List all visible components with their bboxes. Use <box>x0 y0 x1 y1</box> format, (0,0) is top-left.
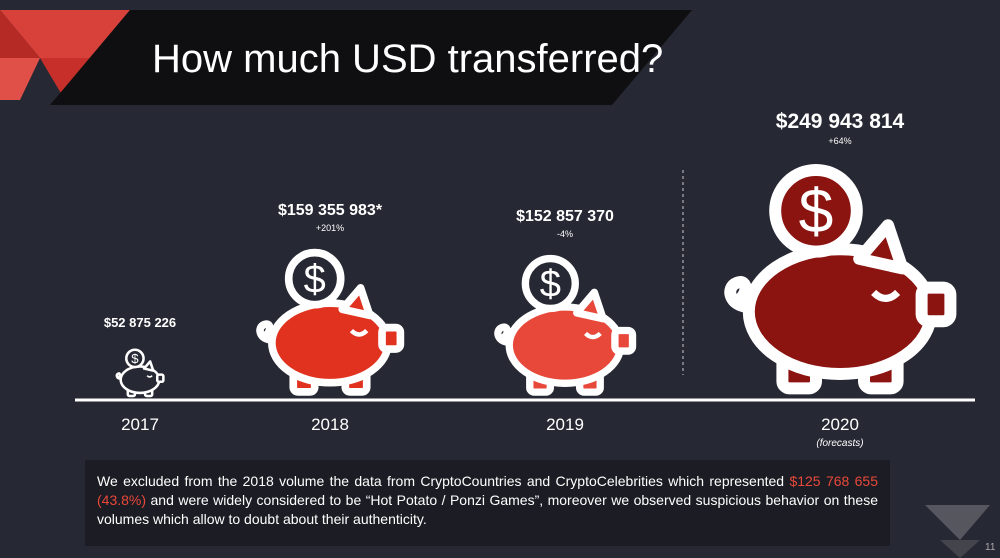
pig-ear <box>853 219 909 275</box>
x-tick-label: 2017 <box>121 415 159 434</box>
title-banner <box>50 10 692 105</box>
footnote: We excluded from the 2018 volume the dat… <box>85 460 890 546</box>
value-label: $152 857 370 <box>516 208 614 225</box>
deco <box>0 10 40 58</box>
deco <box>0 58 40 100</box>
footnote-text: and were widely considered to be “Hot Po… <box>97 492 878 527</box>
coin <box>769 164 863 258</box>
title: How much USD transferred? <box>152 37 663 81</box>
x-tick-label: 2019 <box>546 415 584 434</box>
deco <box>940 540 980 558</box>
pig-ear <box>338 284 374 320</box>
pig-snout <box>155 373 165 384</box>
pig-tail <box>494 323 511 346</box>
pig-snout <box>611 326 637 355</box>
value-label: $52 875 226 <box>104 315 176 330</box>
deco <box>40 58 90 100</box>
pig-tail <box>115 372 122 380</box>
footnote-text: We excluded from the 2018 volume the dat… <box>97 473 790 489</box>
change-label: +64% <box>828 136 851 146</box>
pig-eye <box>349 328 369 337</box>
x-tick-label: 2020 <box>821 415 859 434</box>
pig-ear <box>142 360 155 372</box>
deco <box>925 505 990 540</box>
coin-symbol: $ <box>540 263 561 306</box>
pig-ear <box>573 288 607 323</box>
coin <box>284 248 345 309</box>
piggy-bank: $ <box>115 348 165 398</box>
pig-tail <box>724 276 752 313</box>
coin-symbol: $ <box>799 177 834 246</box>
coin-symbol: $ <box>131 351 139 366</box>
value-label: $159 355 983* <box>278 202 383 219</box>
pig-eye <box>871 289 901 302</box>
coin-symbol: $ <box>304 257 326 301</box>
piggy-bank: $ <box>494 254 637 396</box>
pig-tail <box>256 320 274 344</box>
pig-snout <box>915 281 957 328</box>
coin <box>521 254 579 313</box>
pig-eye <box>583 331 602 340</box>
change-label: -4% <box>557 229 573 239</box>
x-tick-label: 2018 <box>311 415 349 434</box>
annotation: (forecasts) <box>816 438 863 449</box>
pig-eye <box>146 375 153 378</box>
deco <box>0 10 130 58</box>
pig-snout <box>378 323 405 353</box>
piggy-bank: $ <box>256 248 405 396</box>
change-label: +201% <box>316 223 344 233</box>
page-number: 11 <box>985 542 996 553</box>
value-label: $249 943 814 <box>776 110 905 133</box>
piggy-bank: $ <box>724 164 957 395</box>
coin <box>125 348 145 369</box>
footnote-highlight: $125 768 655 (43.8%) <box>97 473 879 508</box>
